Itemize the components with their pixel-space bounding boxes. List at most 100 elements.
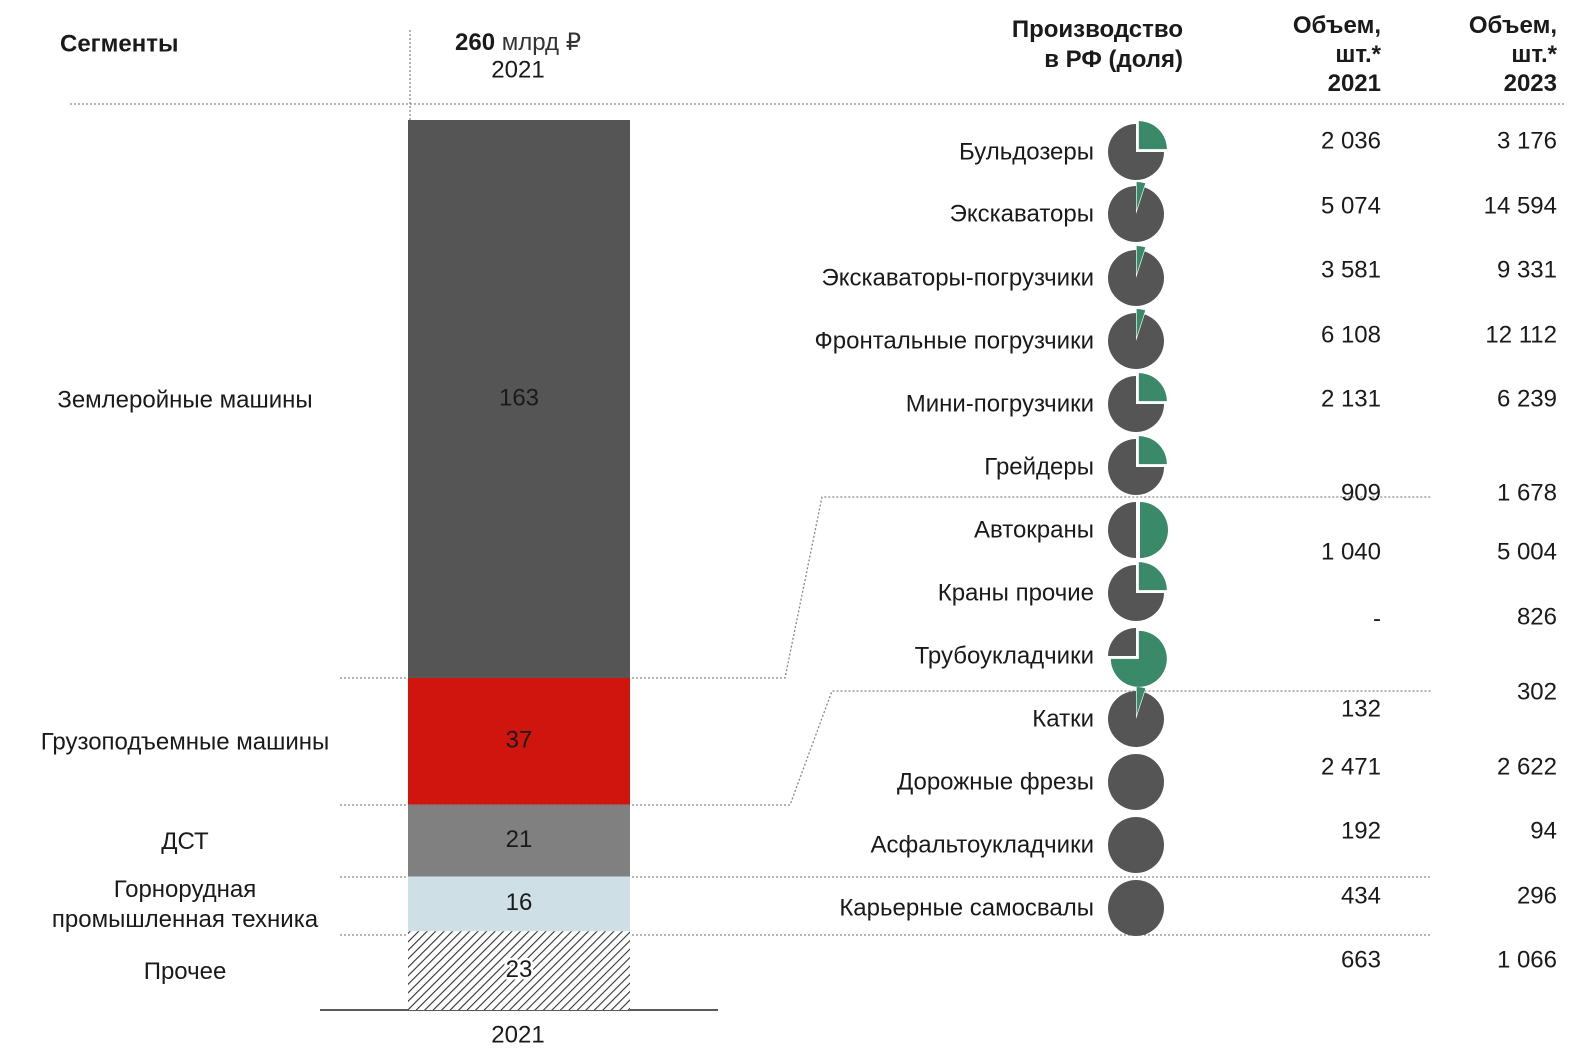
x-label: 2021 (491, 1021, 544, 1048)
row-label: Трубоукладчики (915, 642, 1094, 669)
pie-rest (1108, 880, 1164, 936)
volume-2021: 6 108 (1321, 321, 1381, 348)
production-header: Производство в РФ (доля) (1012, 16, 1183, 73)
pie-rest (1108, 628, 1136, 656)
segment-value: 23 (506, 956, 533, 983)
segment-value: 163 (499, 384, 539, 411)
pie-rest (1108, 376, 1164, 432)
total-header: 260 млрд ₽ (455, 29, 581, 56)
pie-share (1110, 630, 1167, 687)
year: 2021 (491, 56, 544, 83)
volume-2021: 2 471 (1321, 753, 1381, 780)
row-label: Краны прочие (938, 579, 1094, 606)
row-label: Карьерные самосвалы (839, 894, 1094, 921)
row-label: Автокраны (974, 516, 1094, 543)
row-label: Дорожные фрезы (897, 768, 1094, 795)
pie-rest (1107, 502, 1136, 558)
pie-rest (1108, 565, 1164, 621)
pie-share (1136, 309, 1146, 338)
bar-segment (408, 876, 630, 932)
volume-header: Объем, шт.* 2021 (1293, 12, 1382, 97)
segment-label: Прочее (144, 958, 227, 985)
share-pie (1108, 754, 1164, 810)
volume-2021: 5 074 (1321, 192, 1381, 219)
volume-2023: 2 622 (1497, 753, 1557, 780)
share-pie (1108, 182, 1165, 243)
volume-2023: 94 (1530, 817, 1557, 844)
pie-share (1138, 562, 1167, 591)
volume-2023: 826 (1517, 603, 1557, 630)
segment-value: 16 (506, 889, 533, 916)
row-label: Асфальтоукладчики (871, 831, 1094, 858)
segment-value: 21 (506, 826, 533, 853)
share-pie (1108, 309, 1165, 370)
pie-rest (1108, 691, 1164, 747)
connector (340, 496, 1432, 679)
pie-share (1136, 182, 1146, 211)
volume-2021: 663 (1341, 946, 1381, 973)
volume-2023: 14 594 (1484, 192, 1557, 219)
share-pie (1108, 880, 1164, 936)
volume-2021: 2 131 (1321, 385, 1381, 412)
pie-rest (1108, 439, 1164, 495)
share-pie (1107, 502, 1168, 558)
segment-value: 37 (506, 727, 533, 754)
pie-share (1136, 687, 1146, 716)
row-label: Катки (1032, 705, 1094, 732)
bar-segment (408, 120, 630, 678)
bar-segment (408, 931, 630, 1010)
pie-share (1140, 502, 1168, 558)
volume-2023: 302 (1517, 678, 1557, 705)
volume-2021: 132 (1341, 695, 1381, 722)
volume-2023: 12 112 (1485, 321, 1557, 348)
segments-header: Сегменты (60, 30, 179, 57)
bar-segment (408, 677, 630, 805)
share-pie (1108, 628, 1167, 687)
volume-2021: 2 036 (1321, 127, 1381, 154)
pie-rest (1108, 754, 1164, 810)
pie-rest (1108, 817, 1164, 873)
segment-label: Землеройные машины (57, 386, 312, 413)
share-pie (1108, 121, 1167, 180)
volume-2023: 1 066 (1497, 946, 1557, 973)
volume-2023: 3 176 (1497, 127, 1557, 154)
pie-rest (1108, 250, 1165, 307)
row-label: Экскаваторы (950, 200, 1094, 227)
bar-segment (408, 804, 630, 877)
share-pie (1108, 562, 1167, 621)
share-pie (1108, 687, 1164, 747)
row-label: Бульдозеры (959, 138, 1094, 165)
share-pie (1108, 817, 1164, 873)
pie-share (1136, 246, 1146, 275)
row-label: Экскаваторы-погрузчики (821, 264, 1094, 291)
pie-rest (1108, 124, 1164, 180)
volume-2023: 6 239 (1497, 385, 1557, 412)
volume-2021: 3 581 (1321, 256, 1381, 283)
pie-share (1138, 373, 1167, 402)
unit: млрд ₽ (502, 29, 581, 56)
segment-label: Грузоподъемные машины (41, 729, 329, 756)
volume-2021: 1 040 (1321, 538, 1381, 565)
volume-2023: 9 331 (1497, 256, 1557, 283)
segment-label: Горнорудная промышленная техника (52, 876, 319, 933)
total: 260 (455, 29, 495, 56)
volume-2023: 1 678 (1497, 479, 1557, 506)
share-pie (1108, 246, 1165, 307)
row-label: Мини-погрузчики (906, 390, 1094, 417)
volume-2021: 434 (1341, 882, 1381, 909)
volume-2021: - (1373, 605, 1381, 632)
share-pie (1108, 373, 1167, 432)
volume-2023: 296 (1517, 882, 1557, 909)
row-label: Грейдеры (984, 453, 1094, 480)
pie-rest (1108, 186, 1165, 243)
volume-2021: 192 (1341, 817, 1381, 844)
pie-share (1138, 436, 1167, 465)
volume-2023: 5 004 (1497, 538, 1557, 565)
pie-rest (1108, 313, 1165, 370)
volume-2021: 909 (1341, 479, 1381, 506)
share-pie (1108, 436, 1167, 495)
segment-label: ДСТ (161, 828, 209, 855)
row-label: Фронтальные погрузчики (815, 327, 1095, 354)
volume-header: Объем, шт.* 2023 (1469, 12, 1558, 97)
